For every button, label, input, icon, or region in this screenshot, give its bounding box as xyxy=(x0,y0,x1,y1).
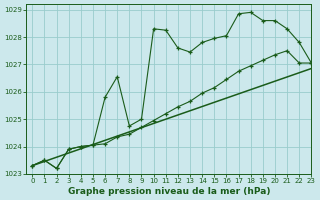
X-axis label: Graphe pression niveau de la mer (hPa): Graphe pression niveau de la mer (hPa) xyxy=(68,187,270,196)
